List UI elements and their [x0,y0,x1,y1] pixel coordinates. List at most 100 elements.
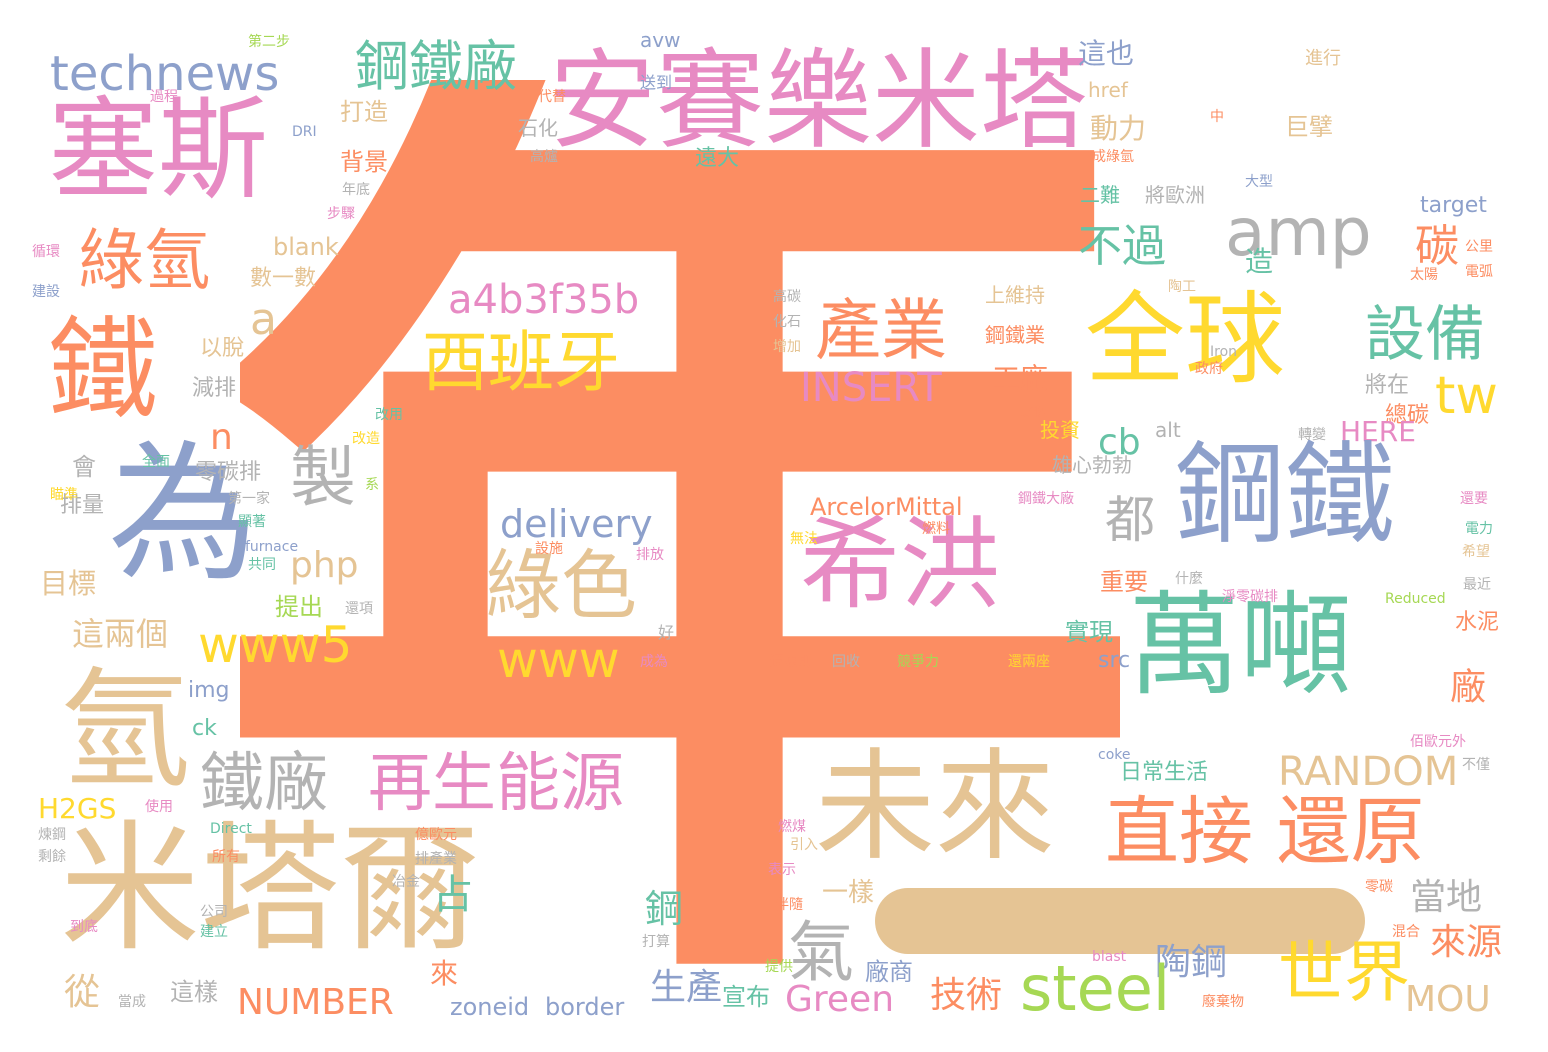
cloud-word: 煉鋼 [38,827,66,843]
cloud-word: 遠大 [695,146,740,171]
cloud-word: 什麼 [1175,571,1203,587]
cloud-word: 當地 [1410,877,1483,918]
cloud-word: 大型 [1245,174,1273,190]
cloud-word: 萬噸 [1128,581,1352,711]
cloud-word: 世界 [1278,934,1410,1011]
cloud-word: 到底 [70,919,98,935]
cloud-word: H2GS [38,792,117,825]
cloud-word: 顯著 [238,514,266,530]
cloud-word: 系 [365,477,379,493]
cloud-word: 使用 [145,799,173,815]
cloud-word: border [545,993,625,1021]
cloud-word: 將歐洲 [1145,183,1205,207]
cloud-word: img [188,678,230,703]
cloud-word: 鋼鐵業 [985,323,1045,347]
cloud-word: 政府 [1195,361,1223,377]
cloud-word: 還原則 [770,654,812,670]
cloud-word: 這兩個 [72,615,169,653]
cloud-word: 工廠 [992,362,1049,395]
cloud-word: 公司 [200,904,228,920]
cloud-word: 增加 [773,339,801,355]
cloud-word: 設施 [535,541,563,557]
cloud-word: 公里 [1465,239,1493,255]
cloud-word: RANDOM [1278,749,1459,795]
cloud-word: 陶工 [1168,279,1196,295]
cloud-word: 全球 [1085,281,1285,398]
cloud-word: amp [1225,194,1372,271]
cloud-word: 過程 [150,89,178,105]
cloud-word: 改造 [352,431,380,447]
cloud-word: 製 [290,439,356,516]
cloud-word: 會 [72,453,96,481]
cloud-word: 上維持 [985,283,1045,307]
cloud-word: 陶鋼 [1155,942,1228,983]
cloud-word: HERE [1340,415,1416,448]
cloud-word: 還項 [345,601,373,617]
cloud-word: 第一家 [228,491,270,507]
cloud-word: 總碳 [1385,403,1430,428]
cloud-word: avw [640,28,681,52]
cloud-word: 希望 [1462,544,1490,560]
cloud-word: 鋼 [645,887,684,931]
cloud-word: 引入 [790,837,818,853]
cloud-word: 鋼鐵大廠 [1018,491,1074,507]
cloud-word: www5 [198,616,353,674]
cloud-word: 產業 [815,292,947,369]
cloud-word: 燃煤 [778,819,806,835]
cloud-word: 減排 [192,376,237,401]
cloud-word: 排放 [636,547,664,563]
cloud-word: 共同 [248,557,276,573]
cloud-word: 太陽 [1410,267,1438,283]
cloud-word: 米塔爾 [60,808,481,971]
cloud-word: 日常生活 [1120,760,1209,785]
cloud-word: 塞斯 [48,86,268,214]
cloud-word: www [497,631,620,689]
cloud-word: 目標 [40,567,97,600]
cloud-word: 高碳 [773,289,801,305]
cloud-word: 成為 [640,654,668,670]
cloud-word: 鋼鐵 [1175,431,1395,559]
cloud-word: INSERT [800,365,942,411]
cloud-word: 一樣 [822,878,875,908]
cloud-word: 動力 [1090,112,1147,145]
cloud-word: 以脫 [200,336,245,361]
cloud-word: 競爭力 [897,654,939,670]
cloud-word: 數一數 [250,266,317,291]
cloud-word: 這也 [1078,37,1135,70]
cloud-word: 改用 [375,407,403,423]
cloud-word: 石化 [518,116,558,140]
cloud-word: 廠 [1450,667,1487,708]
cloud-word: 實現 [1065,618,1113,646]
cloud-word: 伴隨 [775,897,803,913]
cloud-word: 綠氫 [78,222,210,299]
cloud-word: 占 [433,872,473,918]
cloud-word: 水泥 [1455,610,1500,635]
cloud-word: 電力 [1465,521,1493,537]
cloud-word: 來 [430,957,459,990]
cloud-word: 佰歐元外 [1410,734,1466,750]
cloud-word: 電弧 [1465,264,1493,280]
cloud-word: 排量 [60,493,105,518]
cloud-word: 碳 [1415,221,1459,272]
cloud-word: cb [1098,422,1141,463]
cloud-word: 雄心勃勃 [1052,453,1132,477]
cloud-word: 回收 [832,654,860,670]
cloud-word: 鋼鐵廠 [355,35,517,98]
cloud-word: 零碳 [1365,879,1393,895]
cloud-word: 比例 [1020,404,1048,420]
cloud-word: 建設 [32,284,60,300]
cloud-word: 直接 還原 [1105,789,1425,875]
cloud-word: 當成 [118,994,146,1010]
cloud-word: 鐵 [48,306,158,434]
cloud-word: 造 [1245,245,1274,278]
cloud-word: 再生能源 [368,747,624,821]
cloud-word: 高爐 [530,149,558,165]
cloud-word: 綠色 [485,541,637,630]
cloud-word: 混合 [1392,924,1420,940]
cloud-word: coke [1098,747,1131,763]
cloud-word: 氣 [788,914,854,991]
cloud-word: 排產業 [415,851,457,867]
cloud-word: 廢棄物 [1202,994,1244,1010]
cloud-word: NUMBER [237,982,394,1023]
